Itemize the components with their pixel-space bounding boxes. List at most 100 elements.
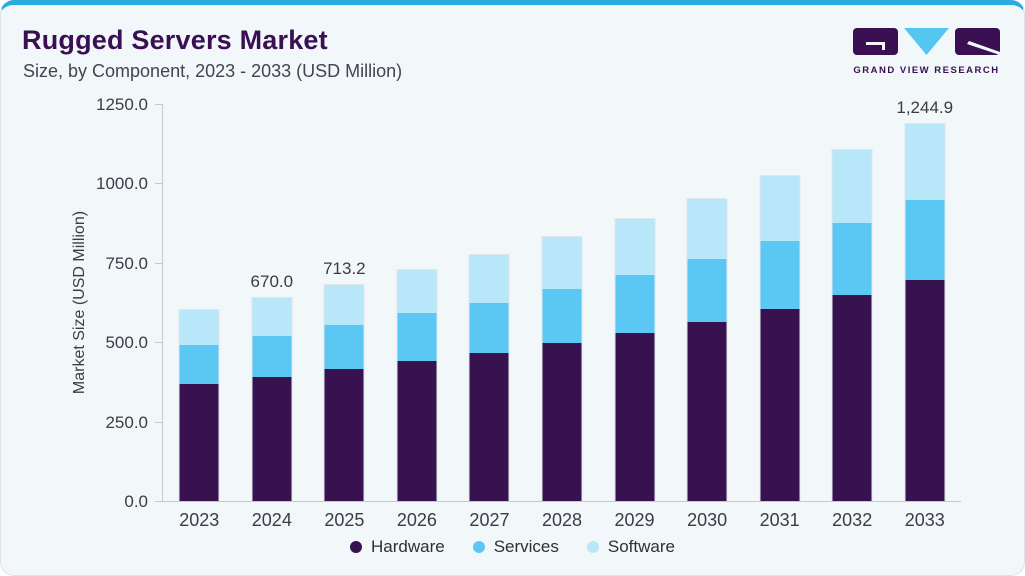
y-tick-label: 1250.0	[96, 95, 148, 114]
legend-swatch-software	[586, 541, 599, 553]
legend-label-software: Software	[607, 537, 675, 556]
x-tick-label-2029: 2029	[614, 510, 655, 530]
bar-stack-2026	[397, 270, 437, 501]
bar-group-2031: 2031	[743, 104, 816, 530]
bar-stack-2024	[252, 298, 292, 501]
y-tick-mark	[155, 501, 163, 502]
bar-segment-software-2031	[760, 176, 800, 242]
legend-label-hardware: Hardware	[371, 537, 445, 556]
bar-segment-software-2032	[832, 150, 872, 223]
chart-subtitle: Size, by Component, 2023 - 2033 (USD Mil…	[23, 61, 403, 81]
bar-segment-services-2030	[687, 258, 727, 322]
bar-group-2032: 2032	[816, 104, 889, 530]
bar-segment-services-2032	[832, 222, 872, 295]
bar-group-2025: 713.2 2025	[308, 104, 381, 530]
y-tick-label: 0.0	[124, 492, 148, 511]
bar-group-2023: 2023	[163, 104, 236, 530]
bar-value-label-2033: 1,244.9	[896, 97, 954, 117]
bar-group-2026: 2026	[381, 104, 454, 530]
legend-swatch-hardware	[350, 541, 362, 553]
legend: Hardware Services Software	[1, 535, 1024, 559]
legend-item-services: Services	[472, 537, 559, 557]
bar-segment-hardware-2033	[905, 280, 945, 501]
bar-group-2028: 2028	[526, 104, 599, 530]
bar-group-2033: 1,244.9 2033	[888, 98, 961, 530]
bar-stack-2023	[179, 309, 219, 501]
x-tick-label-2031: 2031	[759, 510, 800, 530]
plot-area: 0.0 250.0 500.0 750.0 1000.0 1250.0 2023 670.0 2…	[96, 95, 961, 530]
x-tick-label-2027: 2027	[469, 510, 510, 530]
bar-stack-2032	[832, 150, 872, 501]
bar-stack-2030	[687, 199, 727, 501]
bar-segment-services-2033	[905, 200, 945, 281]
bar-stack-2025	[324, 284, 364, 501]
x-tick-label-2024: 2024	[251, 510, 292, 530]
gvr-logo-text: GRAND VIEW RESEARCH	[853, 65, 1000, 76]
gvr-logo-mark-icon	[853, 28, 1000, 55]
y-tick-mark	[155, 421, 163, 423]
y-tick-label: 500.0	[105, 333, 148, 353]
bar-segment-services-2026	[397, 313, 437, 361]
bar-segment-services-2025	[324, 324, 364, 369]
bar-stack-2033	[905, 123, 945, 501]
bar-segment-hardware-2026	[397, 360, 437, 501]
bar-value-label-2025: 713.2	[323, 258, 366, 278]
x-tick-label-2023: 2023	[179, 510, 220, 530]
bar-stack-2029	[615, 219, 655, 501]
bar-segment-hardware-2028	[542, 343, 582, 501]
bar-stack-2027	[469, 254, 509, 501]
bar-group-2024: 670.0 2024	[236, 104, 309, 530]
y-tick-label: 750.0	[105, 253, 148, 273]
bar-stack-2028	[542, 237, 582, 501]
bar-segment-services-2024	[252, 335, 292, 378]
bar-segment-software-2028	[542, 237, 582, 289]
bar-segment-hardware-2024	[252, 377, 292, 501]
legend-label-services: Services	[493, 537, 559, 556]
bar-segment-hardware-2032	[832, 295, 872, 501]
x-tick-label-2025: 2025	[324, 510, 365, 530]
bar-stack-2031	[760, 176, 800, 501]
y-tick-mark	[155, 104, 163, 105]
bar-segment-hardware-2029	[615, 333, 655, 501]
bar-group-2029: 2029	[598, 104, 671, 530]
gvr-logo: GRAND VIEW RESEARCH	[853, 27, 1000, 76]
bar-segment-services-2031	[760, 241, 800, 310]
bar-segment-software-2026	[397, 270, 437, 314]
page-title: Rugged Servers Market	[22, 25, 328, 55]
bar-segment-software-2029	[615, 219, 655, 275]
bar-segment-services-2027	[469, 302, 509, 354]
x-tick-label-2026: 2026	[396, 510, 437, 530]
bar-segment-services-2029	[615, 274, 655, 334]
bar-segment-services-2023	[179, 344, 219, 385]
y-tick-mark	[155, 262, 163, 264]
bar-segment-services-2028	[542, 288, 582, 344]
bar-segment-hardware-2027	[469, 353, 509, 501]
bar-segment-software-2023	[179, 309, 219, 345]
bar-segment-software-2025	[324, 284, 364, 325]
bar-group-2030: 2030	[671, 104, 744, 530]
bars-container: 2023 670.0 2024 713.2 2025 2026 2027 2028 2029 20…	[163, 98, 961, 530]
bar-segment-software-2024	[252, 298, 292, 336]
legend-item-software: Software	[586, 537, 675, 557]
y-tick-mark	[155, 342, 163, 344]
bar-segment-hardware-2031	[760, 309, 800, 501]
bar-segment-software-2030	[687, 199, 727, 259]
bar-value-label-2024: 670.0	[250, 272, 294, 291]
x-tick-label-2030: 2030	[687, 510, 728, 530]
x-tick-label-2032: 2032	[832, 510, 873, 530]
bar-segment-hardware-2023	[179, 384, 219, 501]
bar-segment-software-2027	[469, 254, 509, 303]
legend-item-hardware: Hardware	[350, 537, 445, 557]
bar-group-2027: 2027	[453, 104, 526, 530]
bar-segment-hardware-2025	[324, 368, 364, 501]
y-axis-title: Market Size (USD Million)	[71, 210, 88, 395]
y-tick-label: 1000.0	[96, 174, 148, 194]
y-tick-label: 250.0	[105, 412, 148, 432]
y-tick-mark	[155, 183, 163, 185]
bar-segment-software-2033	[905, 123, 945, 201]
x-tick-label-2028: 2028	[541, 510, 583, 530]
legend-swatch-services	[472, 541, 485, 553]
bar-segment-hardware-2030	[687, 321, 727, 501]
x-tick-label-2033: 2033	[904, 510, 945, 530]
